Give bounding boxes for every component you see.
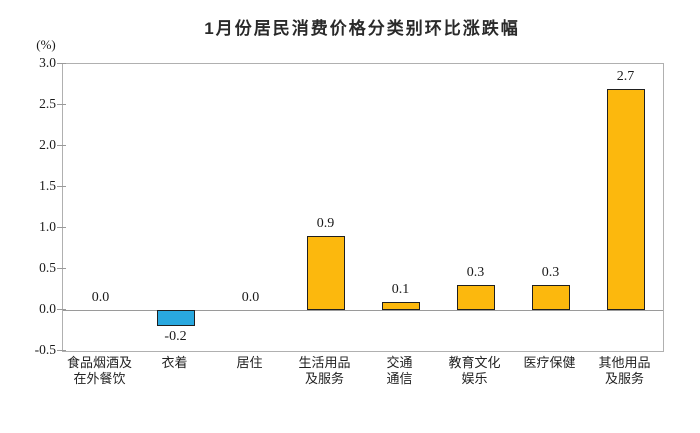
y-tick-mark [57,309,66,310]
y-tick-mark [57,63,66,64]
x-category-label: 交通 通信 [386,355,413,386]
plot-area: 0.0 -0.2 0.0 0.9 0.1 0.3 0.3 2.7 [62,63,664,352]
bar-4 [306,236,345,310]
y-tick-mark [57,350,66,351]
y-axis-unit-label: (%) [36,37,56,52]
x-category-label: 其他用品 及服务 [598,355,651,386]
x-category-label: 食品烟酒及 在外餐饮 [66,355,132,386]
y-tick-mark [57,145,66,146]
bar-value-label: 0.3 [541,265,560,281]
x-category-label: 医疗保健 [523,355,576,370]
y-tick-label: 0.5 [39,260,56,275]
y-tick-label: 0.0 [39,301,56,316]
bar-5 [381,301,420,310]
bar-7 [531,285,570,310]
zero-baseline [63,310,663,311]
y-tick-label: -0.5 [34,342,56,357]
x-category-label: 居住 [236,355,263,370]
y-tick-label: 1.0 [39,219,56,234]
chart-title: 1月份居民消费价格分类别环比涨跌幅 [204,19,520,38]
y-tick-mark [57,268,66,269]
y-tick-mark [57,227,66,228]
y-tick-label: 1.5 [39,178,56,193]
bar-value-label: 0.1 [391,281,410,297]
x-category-label: 衣着 [161,355,188,370]
y-tick-label: 2.0 [39,137,56,152]
y-tick-label: 2.5 [39,96,56,111]
bar-6 [456,285,495,310]
bar-value-label: 0.0 [241,290,260,305]
x-category-label: 教育文化 娱乐 [448,355,501,386]
bar-value-label: 0.9 [316,216,335,232]
bar-value-label: -0.2 [164,329,187,345]
y-tick-label: 3.0 [39,55,56,70]
bar-8 [606,88,645,310]
bar-value-label: 0.0 [91,290,110,305]
y-tick-mark [57,104,66,105]
x-category-label: 生活用品 及服务 [298,355,351,386]
y-tick-mark [57,186,66,187]
bar-2 [156,310,195,327]
bar-value-label: 0.3 [466,265,485,281]
bar-value-label: 2.7 [616,68,635,84]
